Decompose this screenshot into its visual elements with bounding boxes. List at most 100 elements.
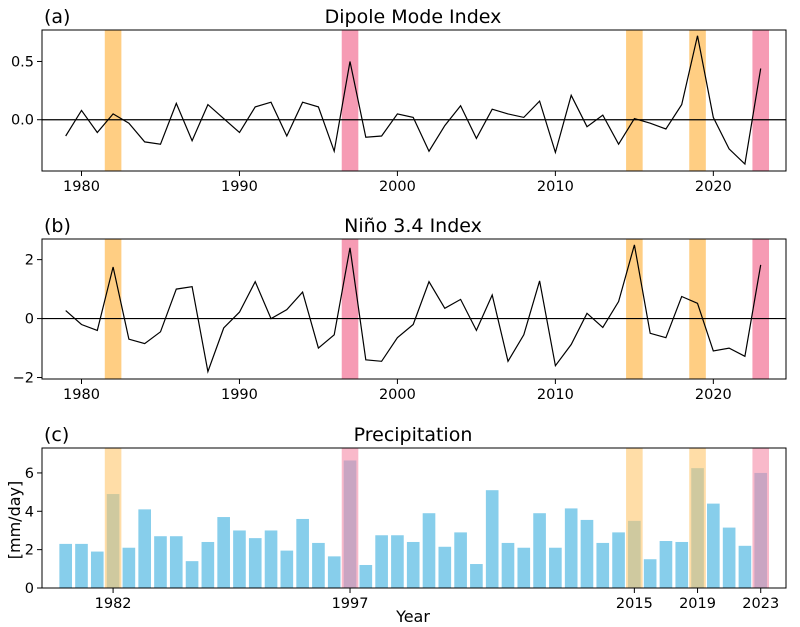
x-tick-label-1990: 1990 xyxy=(221,179,258,195)
highlight-band-1997 xyxy=(341,448,359,588)
y-ticks-b: 2 0 −2 xyxy=(13,253,42,387)
y-tick-label: −2 xyxy=(13,371,34,387)
y-ticks-a: 0.5 0.0 xyxy=(11,54,42,129)
highlight-band-2023 xyxy=(752,448,770,588)
bar-2018 xyxy=(675,541,689,588)
highlight-bands-b xyxy=(104,239,770,379)
plot-frame-c xyxy=(41,447,787,589)
highlight-band-1982 xyxy=(104,448,122,588)
chart-title-c: Precipitation xyxy=(354,424,473,446)
bar-2011 xyxy=(564,508,578,588)
bar-1990 xyxy=(233,530,246,588)
bar-1994 xyxy=(296,518,309,588)
bar-1980 xyxy=(75,543,88,588)
x-ticks-c: 1982 1997 2015 2019 2023 xyxy=(95,588,779,612)
bar-1991 xyxy=(248,538,262,588)
bar-2000 xyxy=(391,535,404,588)
bar-2001 xyxy=(406,541,420,588)
x-tick-label-1980: 1980 xyxy=(63,179,100,195)
bar-2006 xyxy=(485,490,499,588)
bar-2016 xyxy=(643,559,657,588)
x-axis-label: Year xyxy=(395,607,430,626)
highlight-band-2023 xyxy=(752,30,770,171)
x-tick-label-2000: 2000 xyxy=(379,387,416,403)
y-tick-label: 6 xyxy=(25,466,34,482)
bar-2008 xyxy=(517,547,531,588)
bar-2009 xyxy=(533,513,546,588)
x-tick-label-1980: 1980 xyxy=(63,387,100,403)
bar-2014 xyxy=(612,532,625,588)
y-tick-label: 0 xyxy=(25,312,34,328)
highlight-band-1997 xyxy=(341,30,359,171)
bar-1993 xyxy=(280,550,294,588)
highlight-band-1982 xyxy=(104,239,122,379)
series-line-a xyxy=(65,35,762,166)
precip-bars xyxy=(59,460,768,588)
x-tick-label-2020: 2020 xyxy=(695,179,732,195)
x-ticks-a: 1980 1990 2000 2010 2020 xyxy=(63,171,732,195)
highlight-band-1997 xyxy=(341,239,359,379)
highlight-band-2023 xyxy=(752,239,770,379)
bar-1996 xyxy=(327,556,341,588)
bar-2002 xyxy=(422,513,436,588)
highlight-band-2019 xyxy=(689,239,706,379)
highlight-bands-a xyxy=(104,30,770,171)
x-tick-label-1997: 1997 xyxy=(332,596,369,612)
y-tick-label: 2 xyxy=(25,543,34,559)
bar-1981 xyxy=(90,551,104,588)
x-tick-label-2015: 2015 xyxy=(616,596,653,612)
y-tick-label: 4 xyxy=(25,504,34,520)
highlight-bands-c xyxy=(104,448,770,588)
y-tick-label: 2 xyxy=(25,253,34,269)
bar-1992 xyxy=(264,530,278,588)
panel-label-a: (a) xyxy=(44,6,70,28)
y-ticks-c: 0 2 4 6 xyxy=(25,466,42,597)
x-ticks-b: 1980 1990 2000 2010 2020 xyxy=(63,379,732,403)
bar-1984 xyxy=(138,509,151,588)
bar-2003 xyxy=(438,546,452,588)
bar-1983 xyxy=(122,547,136,588)
x-tick-label-2019: 2019 xyxy=(679,596,716,612)
chart-title-a: Dipole Mode Index xyxy=(325,6,502,28)
x-tick-label-2010: 2010 xyxy=(537,387,574,403)
x-tick-label-2023: 2023 xyxy=(742,596,779,612)
bar-1987 xyxy=(185,561,199,588)
highlight-band-2019 xyxy=(689,448,706,588)
x-tick-label-2000: 2000 xyxy=(379,179,416,195)
bar-2007 xyxy=(501,542,515,588)
plot-frame-a xyxy=(41,29,787,172)
bar-2021 xyxy=(722,527,736,588)
highlight-band-2015 xyxy=(626,239,643,379)
y-tick-label: 0.5 xyxy=(11,54,34,70)
panel-label-b: (b) xyxy=(44,215,71,237)
highlight-band-1982 xyxy=(104,30,122,171)
y-axis-label: [mm/day] xyxy=(5,481,24,559)
highlight-band-2015 xyxy=(626,448,643,588)
bar-1986 xyxy=(169,536,183,588)
y-tick-label: 0.0 xyxy=(11,113,34,129)
bar-1988 xyxy=(201,541,215,588)
bar-2010 xyxy=(549,547,562,588)
bar-1979 xyxy=(59,543,73,588)
y-tick-label: 0 xyxy=(25,581,34,597)
bar-2020 xyxy=(707,503,720,588)
bar-1995 xyxy=(312,542,325,588)
bar-1989 xyxy=(217,517,230,588)
x-tick-label-2010: 2010 xyxy=(537,179,574,195)
plot-frame-b xyxy=(41,238,787,380)
bar-2005 xyxy=(470,564,483,588)
bar-2004 xyxy=(454,532,467,588)
bar-1999 xyxy=(375,535,388,588)
panel-precipitation: (c) Precipitation 1982 1997 2015 2019 2023 0… xyxy=(5,424,787,626)
x-tick-label-1990: 1990 xyxy=(221,387,258,403)
bar-1998 xyxy=(359,564,373,588)
highlight-band-2015 xyxy=(626,30,643,171)
chart-title-b: Niño 3.4 Index xyxy=(344,215,482,237)
panel-label-c: (c) xyxy=(44,424,69,446)
bar-2012 xyxy=(580,519,594,588)
bar-1985 xyxy=(154,536,167,588)
bar-2013 xyxy=(596,542,610,588)
x-tick-label-1982: 1982 xyxy=(95,596,132,612)
bar-2022 xyxy=(738,545,752,588)
